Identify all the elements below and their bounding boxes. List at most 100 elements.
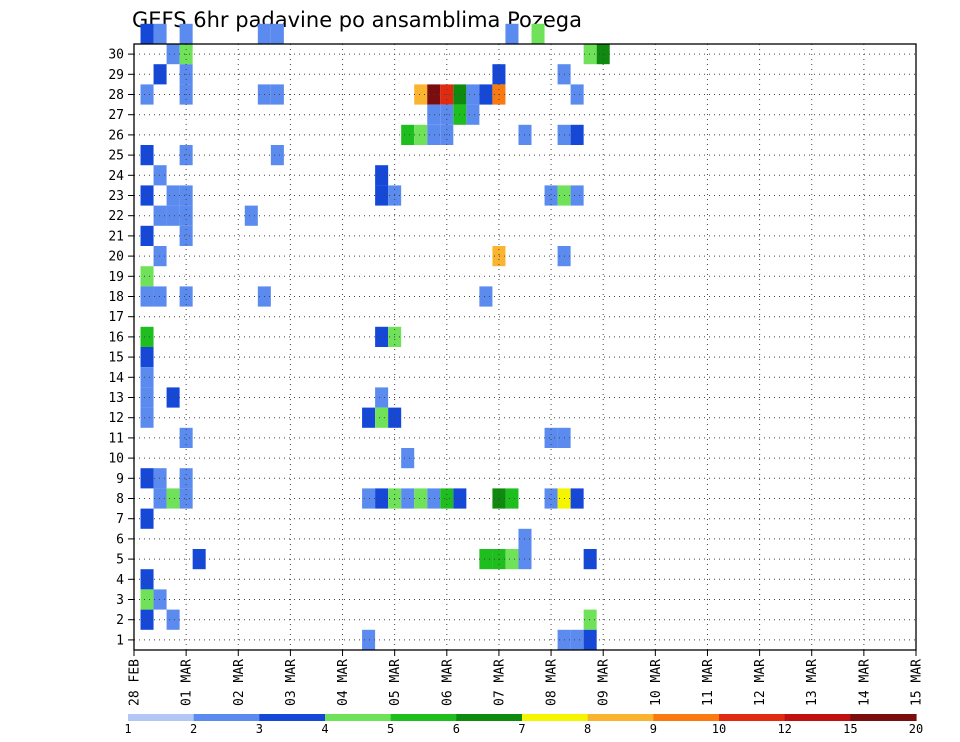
x-tick-label: 06 MAR <box>440 659 455 706</box>
grid-lines <box>134 44 916 650</box>
colorbar-swatch <box>456 714 523 721</box>
heatmap-cell <box>492 246 506 267</box>
y-tick-label: 9 <box>116 472 124 487</box>
y-tick-label: 12 <box>108 411 124 426</box>
heatmap-cell <box>570 488 584 509</box>
colorbar-swatch <box>522 714 589 721</box>
heatmap-cell <box>153 205 167 226</box>
heatmap-cell <box>375 326 389 347</box>
heatmap-cell <box>362 629 376 650</box>
colorbar-label: 6 <box>453 722 460 736</box>
y-tick-label: 30 <box>108 48 124 63</box>
heatmap-cell <box>479 549 493 570</box>
heatmap-cell <box>140 508 154 529</box>
heatmap-cell <box>570 84 584 105</box>
y-tick-label: 7 <box>116 512 124 527</box>
colorbar-swatch <box>850 714 917 721</box>
colorbar-label: 5 <box>387 722 394 736</box>
x-tick-label: 15 MAR <box>910 659 925 706</box>
heatmap-cell <box>570 185 584 206</box>
y-tick-label: 6 <box>116 532 124 547</box>
heatmap-cell <box>583 609 597 630</box>
heatmap-cell <box>179 286 193 307</box>
x-tick-label: 01 MAR <box>180 659 195 706</box>
y-tick-label: 8 <box>116 492 124 507</box>
colorbar-label: 8 <box>584 722 591 736</box>
heatmap-cell <box>179 488 193 509</box>
y-tick-label: 18 <box>108 290 124 305</box>
heatmap-cell <box>375 165 389 186</box>
heatmap-cell <box>140 569 154 590</box>
heatmap-cell <box>166 609 180 630</box>
heatmap-cell <box>505 23 519 44</box>
heatmap-cell <box>166 205 180 226</box>
heatmap-cell <box>140 225 154 246</box>
heatmap-cell <box>153 468 167 489</box>
heatmap-cell <box>531 23 545 44</box>
heatmap-cell <box>440 488 454 509</box>
heatmap-cell <box>375 185 389 206</box>
colorbar-label: 7 <box>518 722 525 736</box>
y-tick-label: 10 <box>108 452 124 467</box>
heatmap-cell <box>140 145 154 166</box>
colorbar-swatch <box>259 714 326 721</box>
heatmap-cell <box>544 427 558 448</box>
y-axis: 1234567891011121314151617181920212223242… <box>108 48 134 648</box>
y-tick-label: 26 <box>108 128 124 143</box>
heatmap-cell <box>166 44 180 65</box>
heatmap-cell <box>140 326 154 347</box>
colorbar-label: 20 <box>909 722 923 736</box>
heatmap-cell <box>140 589 154 610</box>
colorbar: 1 2 3 4 5 6 7 8 9 10 12 15 20 <box>124 714 923 736</box>
y-tick-label: 22 <box>108 209 124 224</box>
heatmap-cell <box>466 84 480 105</box>
x-axis: 28 FEB 01 MAR 02 MAR 03 MAR 04 MAR 05 MAR 06 M… <box>128 650 925 706</box>
y-tick-label: 21 <box>108 229 124 244</box>
heatmap-cell <box>153 165 167 186</box>
heatmap-cell <box>570 629 584 650</box>
y-tick-label: 25 <box>108 149 124 164</box>
colorbar-label: 1 <box>124 722 131 736</box>
x-tick-label: 02 MAR <box>232 659 247 706</box>
heatmap-cell <box>166 387 180 408</box>
heatmap-cell <box>544 185 558 206</box>
heatmap-cell <box>140 407 154 428</box>
heatmap-cell <box>140 266 154 287</box>
heatmap-cell <box>140 387 154 408</box>
colorbar-swatch <box>719 714 786 721</box>
heatmap-cell <box>375 488 389 509</box>
heatmap-cell <box>179 145 193 166</box>
y-tick-label: 1 <box>116 633 124 648</box>
heatmap-cell <box>140 609 154 630</box>
heatmap-cell <box>153 23 167 44</box>
y-tick-label: 28 <box>108 88 124 103</box>
heatmap-cell <box>179 468 193 489</box>
colorbar-swatch <box>128 714 195 721</box>
y-tick-label: 14 <box>108 371 124 386</box>
heatmap-cell <box>401 448 415 469</box>
heatmap-cell <box>401 488 415 509</box>
x-tick-label: 10 MAR <box>649 659 664 706</box>
y-tick-label: 15 <box>108 351 124 366</box>
heatmap-cell <box>401 124 415 145</box>
heatmap-cell <box>140 367 154 388</box>
heatmap-cell <box>427 84 441 105</box>
x-tick-label: 11 MAR <box>701 659 716 706</box>
x-tick-label: 12 MAR <box>753 659 768 706</box>
colorbar-label: 9 <box>650 722 657 736</box>
y-tick-label: 24 <box>108 169 124 184</box>
heatmap-cell <box>179 205 193 226</box>
colorbar-swatch <box>325 714 392 721</box>
heatmap-cell <box>570 124 584 145</box>
y-tick-label: 2 <box>116 613 124 628</box>
x-tick-label: 08 MAR <box>545 659 560 706</box>
heatmap-cell <box>427 124 441 145</box>
heatmap-cell <box>270 145 284 166</box>
heatmap-cell <box>257 23 271 44</box>
heatmap-cell <box>479 84 493 105</box>
heatmap-cell <box>492 488 506 509</box>
y-tick-label: 4 <box>116 573 124 588</box>
x-tick-label: 03 MAR <box>284 659 299 706</box>
colorbar-label: 15 <box>843 722 857 736</box>
